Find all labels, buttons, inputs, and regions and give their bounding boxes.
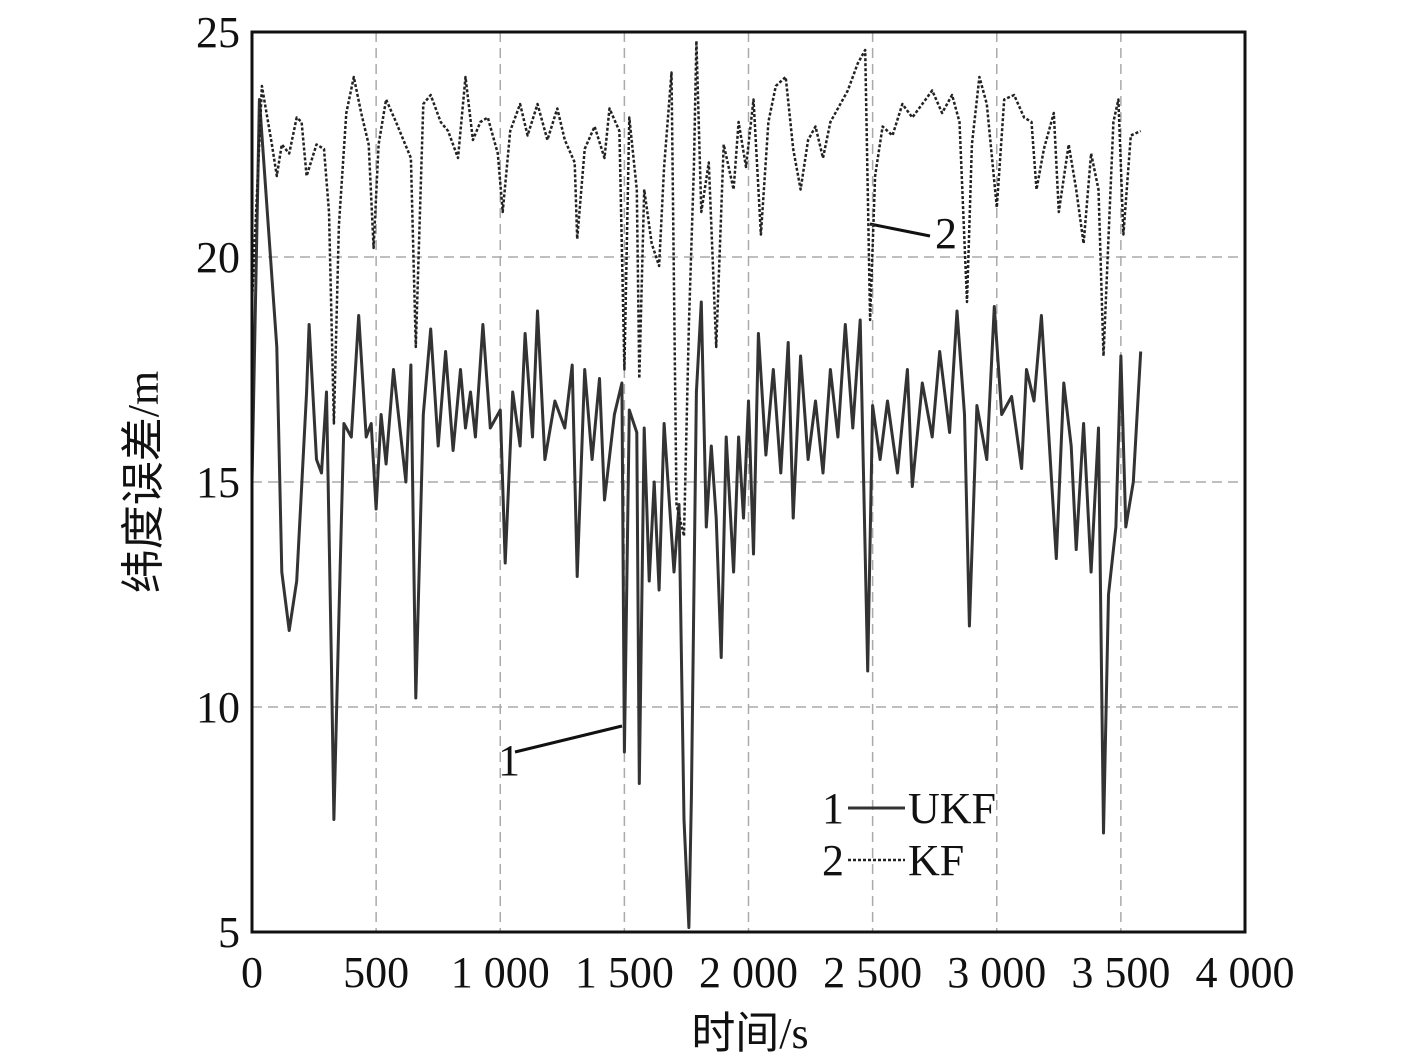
- legend-key: 2: [822, 836, 844, 885]
- x-tick-label: 3 500: [1071, 948, 1170, 997]
- x-tick-label: 1 500: [575, 948, 674, 997]
- annotation: 1: [498, 736, 520, 785]
- plot-frame: [250, 30, 1247, 934]
- x-tick-label: 2 000: [699, 948, 798, 997]
- x-axis-label: 时间/s: [691, 1009, 808, 1058]
- leader-line: [869, 222, 931, 238]
- y-tick-label: 20: [196, 233, 240, 282]
- legend-label: UKF: [908, 784, 996, 833]
- y-tick-label: 5: [218, 908, 240, 957]
- annotation: 2: [935, 209, 957, 258]
- y-tick-label: 15: [196, 458, 240, 507]
- leader-line: [514, 724, 623, 754]
- y-axis-label: 纬度误差/m: [119, 371, 168, 593]
- x-tick-label: 3 000: [947, 948, 1046, 997]
- y-tick-label: 10: [196, 683, 240, 732]
- y-tick-label: 25: [196, 8, 240, 57]
- data-line: [250, 98, 1143, 929]
- x-tick-label: 1 000: [451, 948, 550, 997]
- x-tick-label: 4 000: [1196, 948, 1295, 997]
- legend-label: KF: [908, 836, 964, 885]
- x-tick-label: 2 500: [823, 948, 922, 997]
- legend-key: 1: [822, 784, 844, 833]
- x-tick-label: 500: [343, 948, 409, 997]
- x-tick-label: 0: [241, 948, 263, 997]
